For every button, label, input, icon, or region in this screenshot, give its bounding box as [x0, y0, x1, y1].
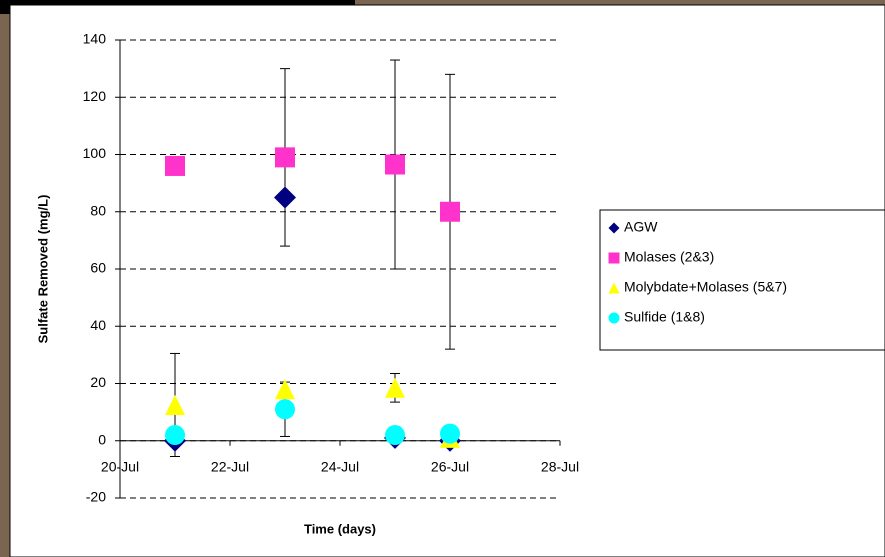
y-tick-label: 0 [98, 431, 106, 447]
point [274, 186, 296, 209]
point [440, 423, 460, 444]
x-axis-label: Time (days) [304, 521, 376, 536]
x-tick-label: 20-Jul [101, 458, 139, 474]
legend-swatch [608, 222, 620, 234]
point [275, 147, 295, 168]
point [275, 399, 295, 420]
x-tick-label: 26-Jul [431, 458, 469, 474]
y-tick-label: 120 [83, 88, 107, 104]
x-tick-label: 22-Jul [211, 458, 249, 474]
legend-swatch [608, 312, 620, 324]
legend [599, 209, 885, 351]
point [165, 425, 185, 446]
point [385, 377, 405, 398]
legend-label: Sulfide (1&8) [624, 309, 705, 325]
point [165, 394, 185, 415]
y-tick-label: 60 [90, 260, 106, 276]
legend-label: Molases (2&3) [624, 249, 714, 265]
y-tick-label: 40 [90, 317, 106, 333]
point [165, 155, 185, 176]
y-tick-label: 140 [83, 31, 107, 47]
y-axis-label: Sulfate Removed (mg/L) [35, 195, 50, 344]
legend-label: AGW [624, 219, 658, 235]
point [385, 154, 405, 175]
legend-swatch [608, 282, 620, 294]
y-tick-label: 80 [90, 202, 106, 218]
x-tick-label: 28-Jul [541, 458, 579, 474]
legend-swatch [608, 252, 620, 264]
marks [164, 59, 461, 457]
point [385, 425, 405, 446]
y-tick-label: -20 [86, 489, 106, 505]
x-tick-label: 24-Jul [321, 458, 359, 474]
y-tick-label: 20 [90, 374, 106, 390]
point [275, 379, 295, 400]
grid [115, 39, 561, 499]
point [440, 201, 460, 222]
y-tick-label: 100 [83, 145, 107, 161]
legend-label: Molybdate+Molases (5&7) [624, 279, 787, 295]
